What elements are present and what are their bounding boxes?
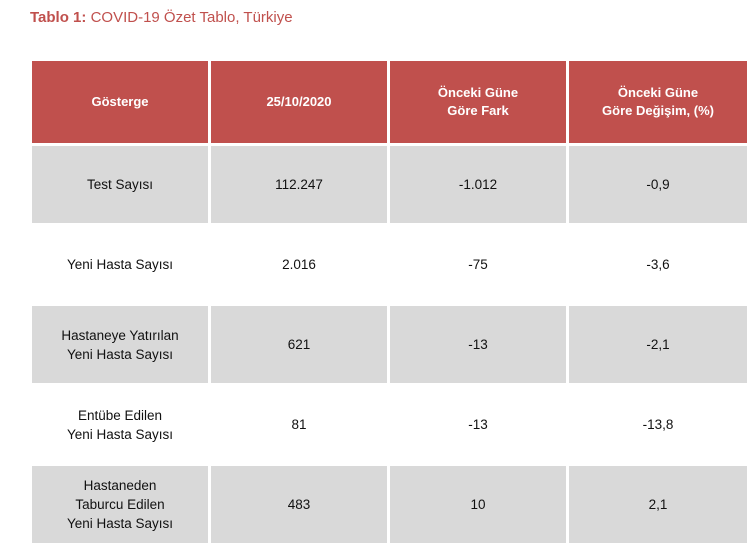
- change-cell: -3,6: [569, 226, 747, 303]
- table-caption: Tablo 1: COVID-19 Özet Tablo, Türkiye: [30, 9, 293, 26]
- table-row: Test Sayısı 112.247 -1.012 -0,9: [32, 146, 747, 223]
- indicator-text: Entübe Edilen: [77, 407, 163, 423]
- table-row: Hastaneye Yatırılan Yeni Hasta Sayısı 62…: [32, 306, 747, 383]
- table-row: Hastaneden Taburcu Edilen Yeni Hasta Say…: [32, 466, 747, 543]
- change-cell: -0,9: [569, 146, 747, 223]
- value-cell: 112.247: [211, 146, 387, 223]
- table-row: Yeni Hasta Sayısı 2.016 -75 -3,6: [32, 226, 747, 303]
- indicator-text: Yeni Hasta Sayısı: [66, 346, 174, 362]
- covid-summary-table: Gösterge 25/10/2020 Önceki Güne Göre Far…: [29, 58, 750, 546]
- diff-cell: -13: [390, 306, 566, 383]
- header-text: Gösterge: [91, 94, 149, 109]
- value-cell: 621: [211, 306, 387, 383]
- change-cell: -2,1: [569, 306, 747, 383]
- indicator-text: Taburcu Edilen: [75, 497, 165, 512]
- diff-cell: -13: [390, 386, 566, 463]
- value-cell: 483: [211, 466, 387, 543]
- header-diff: Önceki Güne Göre Fark: [390, 61, 566, 143]
- indicator-cell: Yeni Hasta Sayısı: [32, 226, 208, 303]
- caption-text: COVID-19 Özet Tablo, Türkiye: [90, 9, 293, 26]
- indicator-text: Hastaneye Yatırılan: [61, 327, 179, 343]
- header-indicator: Gösterge: [32, 61, 208, 143]
- table-row: Entübe Edilen Yeni Hasta Sayısı 81 -13 -…: [32, 386, 747, 463]
- header-row: Gösterge 25/10/2020 Önceki Güne Göre Far…: [32, 61, 747, 143]
- indicator-cell: Hastaneden Taburcu Edilen Yeni Hasta Say…: [32, 466, 208, 543]
- header-text: Göre Değişim, (%): [602, 103, 714, 118]
- header-text: Önceki Güne: [617, 85, 699, 100]
- indicator-text: Yeni Hasta Sayısı: [66, 257, 174, 272]
- change-cell: -13,8: [569, 386, 747, 463]
- header-text: Önceki Güne: [437, 85, 519, 100]
- header-text: Göre Fark: [447, 103, 509, 118]
- indicator-cell: Hastaneye Yatırılan Yeni Hasta Sayısı: [32, 306, 208, 383]
- change-cell: 2,1: [569, 466, 747, 543]
- indicator-text: Hastaneden: [83, 478, 157, 493]
- header-change: Önceki Güne Göre Değişim, (%): [569, 61, 747, 143]
- indicator-cell: Entübe Edilen Yeni Hasta Sayısı: [32, 386, 208, 463]
- header-date: 25/10/2020: [211, 61, 387, 143]
- indicator-cell: Test Sayısı: [32, 146, 208, 223]
- value-cell: 81: [211, 386, 387, 463]
- diff-cell: 10: [390, 466, 566, 543]
- diff-cell: -75: [390, 226, 566, 303]
- indicator-text: Yeni Hasta Sayısı: [66, 516, 174, 531]
- caption-label: Tablo 1:: [30, 9, 87, 26]
- diff-cell: -1.012: [390, 146, 566, 223]
- value-cell: 2.016: [211, 226, 387, 303]
- indicator-text: Yeni Hasta Sayısı: [66, 426, 174, 442]
- header-text: 25/10/2020: [266, 94, 332, 109]
- indicator-text: Test Sayısı: [86, 177, 154, 192]
